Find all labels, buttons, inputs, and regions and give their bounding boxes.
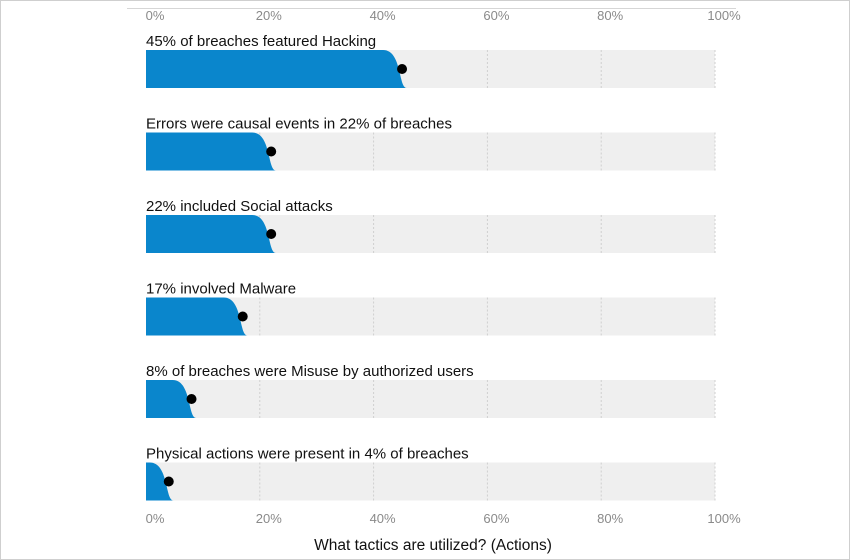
bottom-tick-label: 60%	[483, 511, 509, 526]
bar	[146, 462, 174, 501]
top-tick-label: 100%	[707, 8, 741, 23]
bar-label: 22% included Social attacks	[146, 198, 333, 215]
top-tick-label: 80%	[597, 8, 623, 23]
bar-track	[146, 462, 715, 501]
bottom-tick-label: 80%	[597, 511, 623, 526]
top-tick-label: 20%	[256, 8, 282, 23]
value-marker	[186, 394, 197, 404]
bottom-tick-label: 100%	[707, 511, 741, 526]
bar	[146, 132, 276, 171]
value-marker	[397, 64, 408, 74]
bar-row: 17% involved Malware	[146, 281, 716, 336]
top-axis: 0% 20% 40% 60% 80% 100%	[146, 8, 741, 23]
bar-label: Physical actions were present in 4% of b…	[146, 446, 469, 463]
top-tick-label: 60%	[483, 8, 509, 23]
bar-label: 17% involved Malware	[146, 281, 296, 298]
bar-label: Errors were causal events in 22% of brea…	[146, 116, 452, 133]
bar-row: 8% of breaches were Misuse by authorized…	[146, 363, 716, 418]
bar	[146, 297, 248, 336]
value-marker	[266, 146, 277, 157]
bottom-tick-label: 40%	[370, 511, 396, 526]
bar-row: 45% of breaches featured Hacking	[146, 33, 716, 88]
bar-label: 8% of breaches were Misuse by authorized…	[146, 363, 474, 380]
bar	[146, 50, 407, 88]
bars-layer: 45% of breaches featured Hacking Errors w…	[146, 33, 716, 501]
bar-row: Physical actions were present in 4% of b…	[146, 446, 716, 501]
bar-row: 22% included Social attacks	[146, 198, 716, 253]
bar-label: 45% of breaches featured Hacking	[146, 33, 376, 50]
top-tick-label: 40%	[370, 8, 396, 23]
x-axis-title: What tactics are utilized? (Actions)	[314, 537, 552, 554]
value-marker	[237, 311, 248, 322]
bottom-tick-label: 0%	[146, 511, 165, 526]
bar	[146, 215, 276, 253]
bottom-tick-label: 20%	[256, 511, 282, 526]
value-marker	[163, 476, 174, 487]
bar-row: Errors were causal events in 22% of brea…	[146, 116, 716, 171]
bottom-axis: 0% 20% 40% 60% 80% 100%	[146, 511, 741, 526]
value-marker	[266, 229, 277, 239]
top-tick-label: 0%	[146, 8, 165, 23]
bar	[146, 380, 197, 418]
bar-track	[146, 380, 715, 418]
